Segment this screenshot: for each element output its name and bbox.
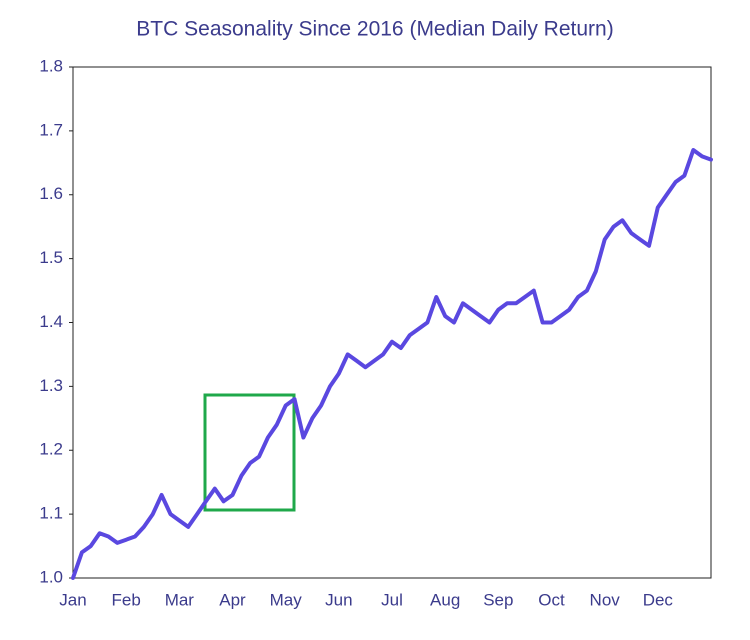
x-tick-label: Sep (483, 590, 513, 609)
x-tick-label: Oct (538, 590, 565, 609)
x-tick-label: Jul (381, 590, 403, 609)
x-tick-label: Dec (643, 590, 674, 609)
y-tick-label: 1.8 (39, 56, 63, 75)
plot-frame (72, 66, 712, 579)
y-tick-label: 1.2 (39, 440, 63, 459)
y-tick-label: 1.5 (39, 248, 63, 267)
highlight-box (203, 393, 296, 512)
x-tick-label: Apr (219, 590, 246, 609)
y-tick-label: 1.3 (39, 376, 63, 395)
y-tick-label: 1.4 (39, 312, 63, 331)
y-tick-label: 1.1 (39, 504, 63, 523)
x-tick-label: Nov (590, 590, 621, 609)
y-tick-label: 1.7 (39, 120, 63, 139)
x-tick-label: Jan (59, 590, 86, 609)
x-tick-label: Jun (325, 590, 352, 609)
x-tick-label: Mar (165, 590, 195, 609)
x-tick-label: May (270, 590, 303, 609)
x-tick-label: Aug (430, 590, 460, 609)
y-tick-label: 1.6 (39, 184, 63, 203)
chart-title: BTC Seasonality Since 2016 (Median Daily… (136, 18, 613, 41)
line (71, 148, 713, 580)
x-tick-label: Feb (112, 590, 141, 609)
y-tick-label: 1.0 (39, 567, 63, 586)
